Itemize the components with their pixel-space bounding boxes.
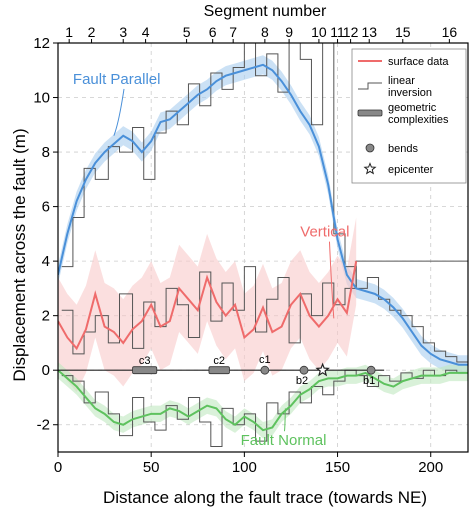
- top-axis-title: Segment number: [204, 3, 327, 20]
- y-tick-label: 4: [42, 253, 50, 270]
- series-annotation: Fault Parallel: [73, 71, 161, 88]
- bend-label: b2: [296, 375, 308, 387]
- series-annotation: Fault Normal: [241, 432, 327, 449]
- legend-label-line: complexities: [388, 114, 449, 126]
- segment-label: 7: [229, 24, 237, 40]
- segment-label: 2: [88, 24, 96, 40]
- y-tick-label: 2: [42, 308, 50, 325]
- y-tick-label: 8: [42, 144, 50, 161]
- segment-label: 16: [442, 24, 458, 40]
- segment-label: 5: [183, 24, 191, 40]
- segment-label: 1: [65, 24, 73, 40]
- segment-label: 10: [311, 24, 327, 40]
- segment-label: 4: [142, 24, 150, 40]
- y-tick-label: 6: [42, 199, 50, 216]
- bend-label: b1: [363, 375, 375, 387]
- x-tick-label: 0: [54, 459, 62, 476]
- legend-label-line: inversion: [388, 87, 432, 99]
- y-tick-label: 12: [33, 35, 50, 52]
- y-axis-title: Displacement across the fault (m): [10, 128, 29, 381]
- segment-label: 6: [209, 24, 217, 40]
- y-tick-label: 0: [42, 362, 50, 379]
- y-tick-label: -2: [37, 417, 50, 434]
- legend-label-line: linear: [388, 75, 415, 87]
- legend-swatch-bar: [358, 110, 382, 116]
- geometric-complexity-bar: [209, 367, 230, 374]
- legend-label-line: geometric: [388, 102, 437, 114]
- x-tick-label: 100: [232, 459, 257, 476]
- legend-label: surface data: [388, 56, 449, 68]
- segment-label: 3: [119, 24, 127, 40]
- complexity-label: c2: [213, 355, 225, 367]
- complexity-label: c3: [139, 355, 151, 367]
- legend-label: epicenter: [388, 164, 434, 176]
- bend-marker: [300, 366, 308, 374]
- bend-label: c1: [259, 354, 271, 366]
- x-axis-title: Distance along the fault trace (towards …: [103, 488, 427, 507]
- segment-label: 8: [261, 24, 269, 40]
- bend-marker: [367, 366, 375, 374]
- segment-label: 12: [343, 24, 359, 40]
- segment-label: 15: [395, 24, 411, 40]
- x-tick-label: 50: [143, 459, 160, 476]
- x-tick-label: 150: [325, 459, 350, 476]
- bend-marker: [261, 366, 269, 374]
- geometric-complexity-bar: [133, 367, 157, 374]
- series-annotation: Vertical: [300, 224, 349, 241]
- segment-label: 9: [285, 24, 293, 40]
- segment-label: 13: [361, 24, 377, 40]
- y-tick-label: 10: [33, 90, 50, 107]
- legend-label: bends: [388, 143, 418, 155]
- legend-swatch-circle: [366, 144, 374, 152]
- x-tick-label: 200: [418, 459, 443, 476]
